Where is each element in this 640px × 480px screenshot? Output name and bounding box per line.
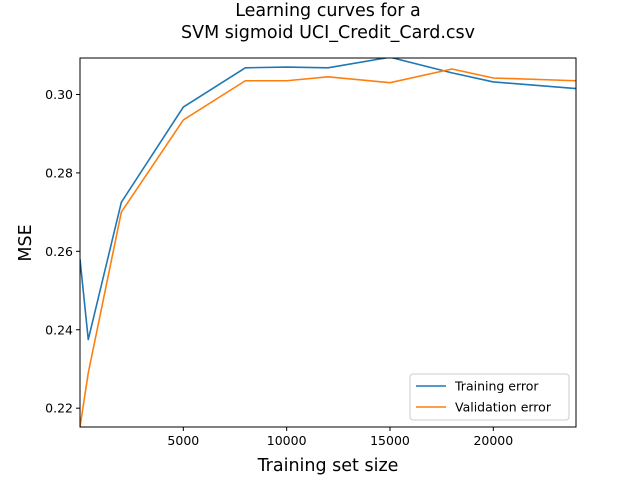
x-tick-label: 20000 — [473, 433, 513, 448]
plot-frame — [79, 57, 577, 428]
legend-box — [409, 373, 570, 421]
legend-label-training: Training error — [454, 379, 539, 394]
chart-title-line-2: SVM sigmoid UCI_Credit_Card.csv — [181, 23, 475, 43]
x-tick-label: 5000 — [167, 433, 199, 448]
legend-label-validation: Validation error — [455, 400, 552, 415]
series-layer — [80, 58, 576, 427]
chart-title-line-1: Learning curves for a — [235, 1, 421, 21]
x-tick-label: 15000 — [370, 433, 410, 448]
series-line-0 — [80, 58, 576, 341]
y-tick-label: 0.28 — [45, 165, 73, 180]
y-tick-label: 0.26 — [45, 244, 73, 259]
y-tick-label: 0.24 — [45, 322, 73, 337]
y-tick-label: 0.22 — [45, 401, 73, 416]
y-tick-label: 0.30 — [45, 87, 73, 102]
y-axis-label: MSE — [16, 224, 36, 261]
x-tick-label: 10000 — [267, 433, 307, 448]
series-line-1 — [80, 68, 576, 427]
ticks-layer: 5000 10000 15000 20000 0.22 0.24 0.26 0.28 0.30 — [45, 87, 513, 448]
x-axis-label: Training set size — [257, 456, 399, 476]
legend: Training error Validation error — [409, 373, 570, 421]
